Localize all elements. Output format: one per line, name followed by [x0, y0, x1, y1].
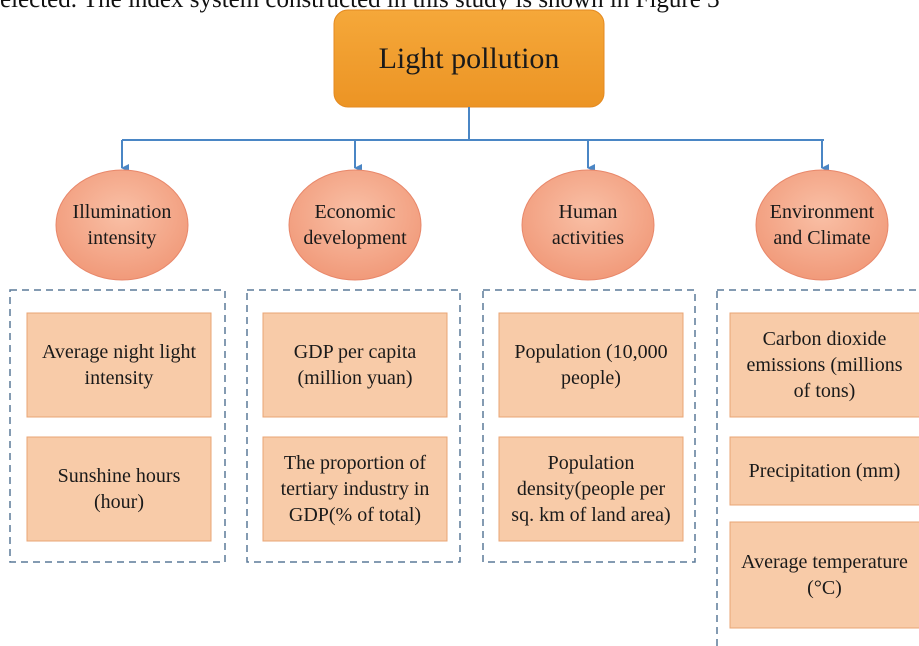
category-label: Illumination intensity — [72, 201, 172, 249]
category-label: Environment and Climate — [769, 201, 875, 249]
item-box — [729, 312, 919, 418]
category-label: Human activities — [551, 201, 625, 249]
category-ellipse — [55, 169, 189, 281]
category-label: Economic development — [303, 201, 407, 249]
group-box — [482, 289, 696, 563]
item-box — [26, 312, 212, 418]
item-box — [262, 312, 448, 418]
group-box — [246, 289, 461, 563]
item-label: Population density(people per sq. km of … — [511, 452, 671, 526]
item-label: Precipitation (mm) — [748, 460, 901, 482]
item-label: GDP per capita (million yuan) — [293, 341, 417, 389]
item-box — [498, 436, 684, 542]
item-label: Average temperature (°C) — [741, 551, 908, 599]
category-ellipse — [288, 169, 422, 281]
item-box — [729, 521, 919, 629]
item-label: Average night light intensity — [41, 341, 197, 389]
category-ellipse — [521, 169, 655, 281]
item-box — [729, 436, 919, 506]
item-label: Sunshine hours (hour) — [57, 465, 181, 513]
item-label: Population (10,000 people) — [514, 341, 668, 389]
group-box — [9, 289, 226, 563]
item-label: The proportion of tertiary industry in G… — [280, 452, 430, 526]
item-label: Carbon dioxide emissions (millions of to… — [746, 328, 903, 402]
item-box — [262, 436, 448, 542]
item-box — [26, 436, 212, 542]
category-ellipse — [755, 169, 889, 281]
item-box — [498, 312, 684, 418]
root-label: Light pollution — [378, 42, 560, 75]
